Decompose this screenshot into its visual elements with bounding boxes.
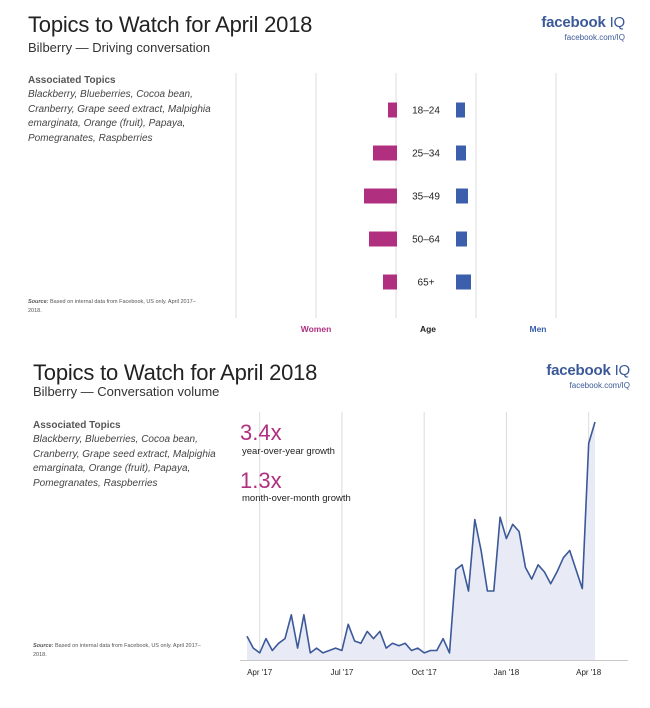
source-note: Source: Based on internal data from Face… <box>28 299 196 314</box>
topics-list: Blackberry, Blueberries, Cocoa bean, Cra… <box>33 434 216 489</box>
topics-heading: Associated Topics <box>28 75 116 86</box>
brand-url[interactable]: facebook.com/IQ <box>564 33 625 42</box>
men-bar <box>456 102 465 118</box>
women-axis-label: Women <box>301 324 332 334</box>
volume-panel: Topics to Watch for April 2018 Bilberry … <box>0 352 650 708</box>
brand-logo: facebook IQ facebook.com/IQ <box>546 362 630 390</box>
x-tick-label: Oct '17 <box>412 668 438 677</box>
age-group-label: 35–49 <box>412 192 440 203</box>
brand-name: facebook IQ <box>546 362 630 379</box>
men-bar <box>456 274 471 290</box>
topics-heading: Associated Topics <box>33 420 121 431</box>
age-group-label: 25–34 <box>412 149 440 160</box>
women-bar <box>364 188 397 204</box>
mom-growth-value: 1.3x <box>240 468 282 493</box>
volume-area <box>247 422 595 660</box>
x-tick-label: Jan '18 <box>494 668 520 677</box>
age-group-label: 18–24 <box>412 106 440 117</box>
x-tick-label: Jul '17 <box>330 668 353 677</box>
women-bar <box>369 231 397 247</box>
page-title: Topics to Watch for April 2018 <box>28 12 313 37</box>
men-bar <box>456 231 467 247</box>
age-axis-label: Age <box>420 324 436 334</box>
source-note: Source: Based on internal data from Face… <box>33 643 201 658</box>
brand-logo: facebook IQ facebook.com/IQ <box>541 14 625 42</box>
conversation-volume-chart: Apr '17 Jul '17 Oct '17 Jan '18 Apr '18 <box>240 412 628 677</box>
age-group-label: 65+ <box>418 278 435 289</box>
women-bar <box>383 274 397 290</box>
page-subtitle: Bilberry — Driving conversation <box>28 40 211 55</box>
brand-url[interactable]: facebook.com/IQ <box>569 381 630 390</box>
men-bar <box>456 188 468 204</box>
women-bar <box>388 102 397 118</box>
age-group-label: 50–64 <box>412 235 440 246</box>
brand-name: facebook IQ <box>541 14 625 31</box>
topics-list: Blackberry, Blueberries, Cocoa bean, Cra… <box>28 89 211 144</box>
page-subtitle: Bilberry — Conversation volume <box>33 384 220 399</box>
yoy-growth-label: year-over-year growth <box>242 446 335 457</box>
volume-line <box>246 421 596 654</box>
men-bar <box>456 145 466 161</box>
mom-growth-label: month-over-month growth <box>242 493 351 504</box>
women-bar <box>373 145 397 161</box>
demographics-panel: Topics to Watch for April 2018 Bilberry … <box>0 0 650 345</box>
page-title: Topics to Watch for April 2018 <box>33 360 318 385</box>
x-tick-label: Apr '18 <box>576 668 602 677</box>
age-gender-bar-chart: 18–24 25–34 35–49 50–64 65+ Women Age Men <box>235 73 557 334</box>
x-tick-label: Apr '17 <box>247 668 273 677</box>
men-axis-label: Men <box>530 324 547 334</box>
yoy-growth-value: 3.4x <box>240 420 282 445</box>
